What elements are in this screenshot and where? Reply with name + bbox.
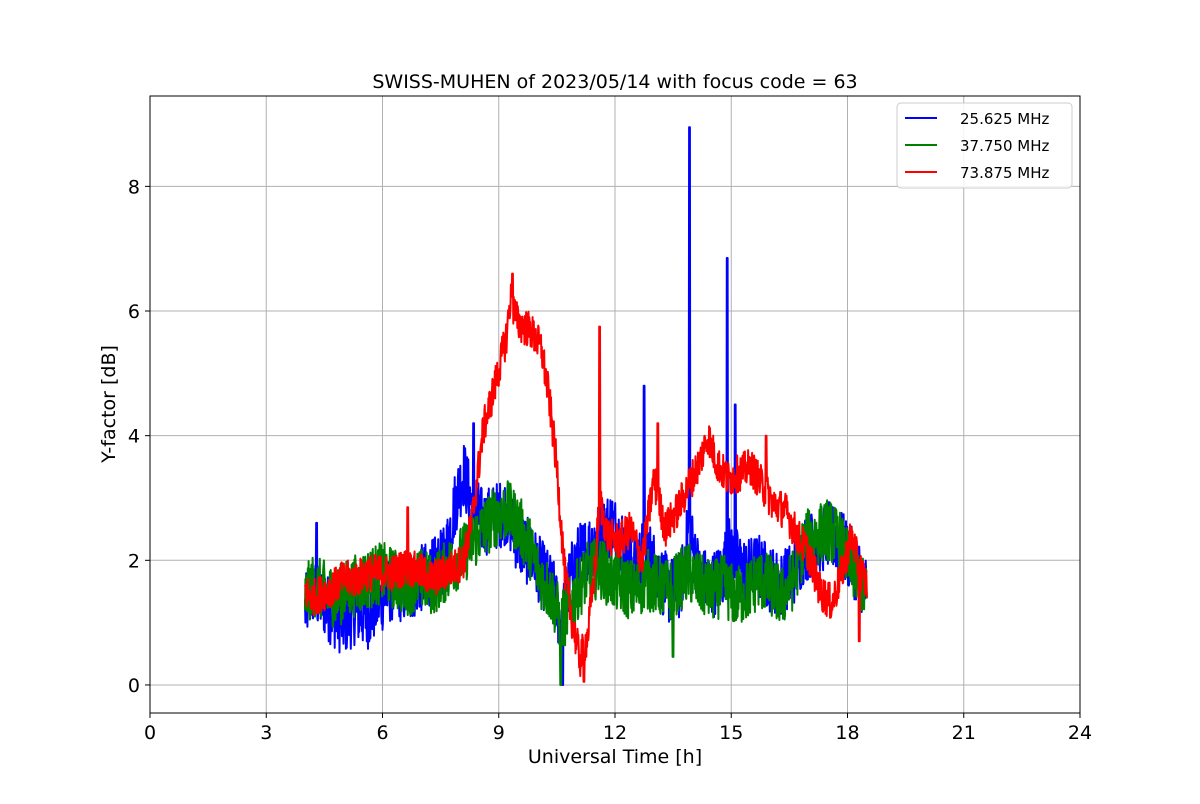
legend: 25.625 MHz 37.750 MHz 73.875 MHz [896,102,1073,189]
x-tick-label: 24 [1068,722,1092,744]
series-line [304,272,868,683]
grid-lines [150,96,1080,713]
x-axis-label: Universal Time [h] [528,746,702,768]
x-tick-label: 9 [493,722,505,744]
legend-label-25-625: 25.625 MHz [960,110,1049,128]
x-tick-label: 3 [260,722,272,744]
series-lines [304,126,868,686]
y-tick-label: 4 [128,426,140,448]
legend-label-73-875: 73.875 MHz [960,164,1049,182]
x-tick-label: 0 [144,722,156,744]
y-axis-label: Y-factor [dB] [98,345,120,464]
y-tick-label: 0 [128,675,140,697]
series-line [304,480,868,686]
x-tick-label: 12 [603,722,627,744]
series-73-875 [304,272,868,683]
y-tick-label: 6 [128,301,140,323]
chart-title: SWISS-MUHEN of 2023/05/14 with focus cod… [372,71,857,93]
legend-label-37-750: 37.750 MHz [960,137,1049,155]
series-37-750 [304,480,868,686]
x-tick-label: 6 [376,722,388,744]
y-tick-label: 8 [128,176,140,198]
x-tick-label: 21 [952,722,976,744]
x-tick-label: 18 [835,722,859,744]
x-tick-label: 15 [719,722,743,744]
y-tick-label: 2 [128,550,140,572]
legend-box [896,102,1073,189]
